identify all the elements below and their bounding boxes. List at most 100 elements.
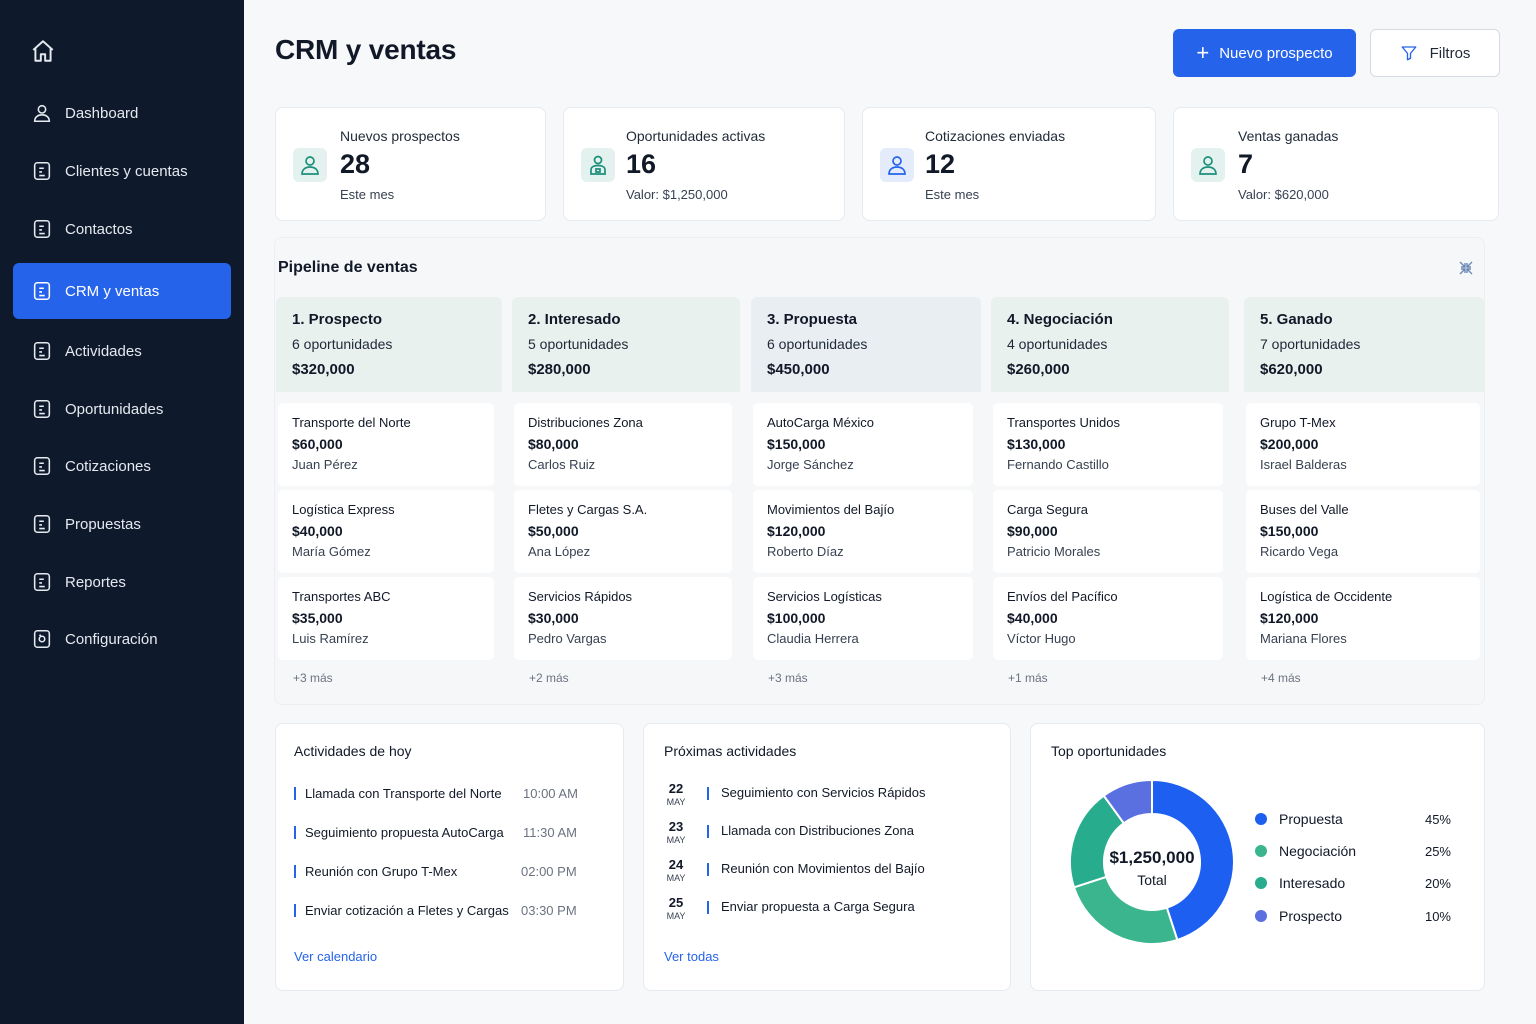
more-link[interactable]: +4 más [1261,671,1301,685]
deal-card[interactable]: Transportes Unidos $130,000 Fernando Cas… [993,403,1223,486]
deal-card[interactable]: Distribuciones Zona $80,000 Carlos Ruiz [514,403,732,486]
legend-name: Interesado [1279,875,1346,891]
upcoming-text: Reunión con Movimientos del Bajío [721,861,925,876]
stage-total: $280,000 [528,361,591,378]
view-calendar-link[interactable]: Ver calendario [294,949,378,964]
legend-dot [1255,845,1267,857]
deal-name: Movimientos del Bajío [767,502,895,517]
plus-icon: + [1196,40,1210,65]
more-link[interactable]: +1 más [1008,671,1048,685]
deal-amount: $150,000 [767,436,826,452]
deal-amount: $40,000 [292,523,343,539]
sidebar-item-label: Cotizaciones [65,457,151,475]
document-icon [31,513,53,535]
more-link[interactable]: +2 más [529,671,569,685]
activity-text: Enviar cotización a Fletes y Cargas [305,902,509,918]
upcoming-day: 22 [668,781,684,796]
legend-item: Prospecto 10% [1255,906,1451,926]
stage-name: 3. Propuesta [767,311,858,328]
activity-item[interactable]: Reunión con Grupo T-Mex 02:00 PM [294,861,584,881]
upcoming-day: 24 [668,857,684,872]
sidebar-item-clientes[interactable]: Clientes y cuentas [13,143,231,199]
user-badge-icon [581,148,615,182]
document-icon [31,218,53,240]
pipeline-stage-propuesta: 3. Propuesta 6 oportunidades $450,000 Au… [751,297,981,685]
deal-owner: Juan Pérez [292,457,358,472]
upcoming-item[interactable]: 22 MAY Seguimiento con Servicios Rápidos [666,781,996,811]
pipeline-stage-ganado: 5. Ganado 7 oportunidades $620,000 Grupo… [1244,297,1484,685]
top-opportunities-panel: Top oportunidades $1,250,000 Total Propu… [1030,723,1485,991]
sidebar-item-cotizaciones[interactable]: Cotizaciones [13,438,231,494]
user-icon [293,148,327,182]
user-icon [31,102,53,124]
kpi-card-ventas-ganadas: Ventas ganadas 7 Valor: $620,000 [1173,107,1499,221]
deal-card[interactable]: Logística de Occidente $120,000 Mariana … [1246,577,1480,660]
activity-marker [294,903,296,917]
deal-card[interactable]: Logística Express $40,000 María Gómez [278,490,494,573]
upcoming-item[interactable]: 25 MAY Enviar propuesta a Carga Segura [666,895,996,925]
activity-item[interactable]: Llamada con Transporte del Norte 10:00 A… [294,783,584,803]
deal-amount: $120,000 [1260,610,1319,626]
sidebar-item-label: Contactos [65,220,133,238]
activity-marker [294,864,296,878]
sidebar-item-propuestas[interactable]: Propuestas [13,496,231,552]
sidebar-item-reportes[interactable]: Reportes [13,554,231,610]
sidebar-item-configuracion[interactable]: Configuración [13,611,231,667]
sidebar-item-actividades[interactable]: Actividades [13,323,231,379]
deal-card[interactable]: Movimientos del Bajío $120,000 Roberto D… [753,490,973,573]
upcoming-item[interactable]: 24 MAY Reunión con Movimientos del Bajío [666,857,996,887]
document-icon [31,455,53,477]
deal-owner: Fernando Castillo [1007,457,1109,472]
new-prospect-button[interactable]: + Nuevo prospecto [1173,29,1356,77]
deal-amount: $80,000 [528,436,579,452]
deal-card[interactable]: AutoCarga México $150,000 Jorge Sánchez [753,403,973,486]
deal-name: Transporte del Norte [292,415,411,430]
deal-card[interactable]: Carga Segura $90,000 Patricio Morales [993,490,1223,573]
deal-card[interactable]: Fletes y Cargas S.A. $50,000 Ana López [514,490,732,573]
sales-pipeline: Pipeline de ventas 1. Prospecto 6 oportu… [274,237,1485,705]
kpi-label: Nuevos prospectos [340,128,460,144]
more-link[interactable]: +3 más [768,671,808,685]
upcoming-month: MAY [666,835,686,845]
stage-count: 7 oportunidades [1260,336,1361,352]
sidebar-item-label: Actividades [65,342,142,360]
upcoming-activities-panel: Próximas actividades 22 MAY Seguimiento … [643,723,1011,991]
today-activities-panel: Actividades de hoy Llamada con Transport… [275,723,624,991]
deal-card[interactable]: Servicios Logísticas $100,000 Claudia He… [753,577,973,660]
deal-name: AutoCarga México [767,415,874,430]
stage-header: 2. Interesado 5 oportunidades $280,000 [512,297,740,392]
sidebar-item-dashboard[interactable]: Dashboard [13,85,231,141]
collapse-icon[interactable] [1458,260,1474,276]
deal-card[interactable]: Transporte del Norte $60,000 Juan Pérez [278,403,494,486]
view-all-link[interactable]: Ver todas [664,949,719,964]
deal-card[interactable]: Servicios Rápidos $30,000 Pedro Vargas [514,577,732,660]
deal-owner: Claudia Herrera [767,631,859,646]
activity-time: 02:00 PM [521,863,577,879]
pipeline-stage-interesado: 2. Interesado 5 oportunidades $280,000 D… [512,297,740,685]
kpi-sub: Valor: $620,000 [1238,187,1329,202]
kpi-card-cotizaciones-enviadas: Cotizaciones enviadas 12 Este mes [862,107,1156,221]
stage-count: 5 oportunidades [528,336,629,352]
deal-amount: $60,000 [292,436,343,452]
home-icon[interactable] [30,38,56,64]
deal-card[interactable]: Grupo T-Mex $200,000 Israel Balderas [1246,403,1480,486]
activity-item[interactable]: Seguimiento propuesta AutoCarga 11:30 AM [294,822,584,842]
deal-card[interactable]: Buses del Valle $150,000 Ricardo Vega [1246,490,1480,573]
sidebar-item-oportunidades[interactable]: Oportunidades [13,381,231,437]
deal-card[interactable]: Envíos del Pacífico $40,000 Víctor Hugo [993,577,1223,660]
sidebar-item-crm-ventas[interactable]: CRM y ventas [13,263,231,319]
deal-owner: Israel Balderas [1260,457,1347,472]
deal-card[interactable]: Transportes ABC $35,000 Luis Ramírez [278,577,494,660]
more-link[interactable]: +3 más [293,671,333,685]
deal-owner: Pedro Vargas [528,631,607,646]
activity-marker [294,825,296,839]
filters-button[interactable]: Filtros [1370,29,1500,77]
deal-name: Servicios Rápidos [528,589,633,604]
activity-item[interactable]: Enviar cotización a Fletes y Cargas 03:3… [294,900,584,920]
upcoming-item[interactable]: 23 MAY Llamada con Distribuciones Zona [666,819,996,849]
sidebar-item-contactos[interactable]: Contactos [13,201,231,257]
document-icon [31,280,53,302]
gear-document-icon [31,628,53,650]
upcoming-text: Seguimiento con Servicios Rápidos [721,785,926,800]
deal-amount: $40,000 [1007,610,1058,626]
